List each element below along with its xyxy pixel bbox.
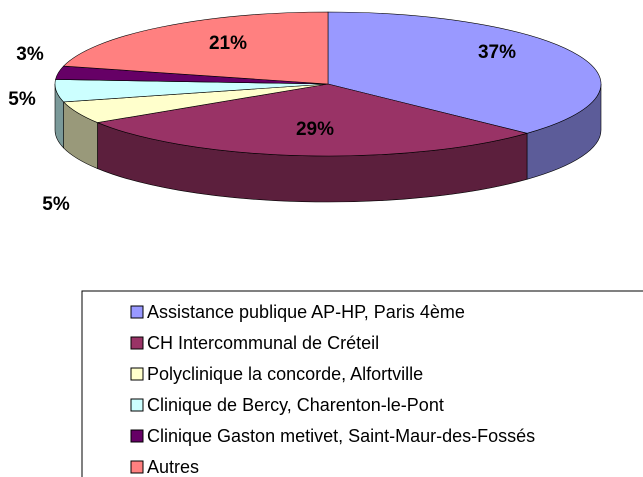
legend-swatch: [130, 460, 144, 474]
legend-label: CH Intercommunal de Créteil: [147, 333, 379, 353]
slice: [96, 83, 529, 157]
legend-label: Autres: [147, 457, 199, 477]
legend-label: Polyclinique la concorde, Alfortville: [147, 364, 423, 384]
value-label: 37%: [478, 42, 516, 63]
slice: [327, 11, 602, 134]
value-label: 21%: [209, 33, 247, 54]
legend-swatch: [130, 305, 144, 319]
value-label: 29%: [296, 119, 334, 140]
value-label: 5%: [8, 89, 36, 110]
legend-swatch: [130, 336, 144, 350]
legend-label: Clinique de Bercy, Charenton-le-Pont: [147, 395, 444, 415]
legend-box: [81, 290, 643, 477]
legend-swatch: [130, 429, 144, 443]
legend-label: Assistance publique AP-HP, Paris 4ème: [147, 302, 465, 322]
slice: [62, 11, 329, 85]
value-label: 5%: [42, 194, 70, 215]
legend-label: Clinique Gaston metivet, Saint-Maur-des-…: [147, 426, 535, 446]
value-label: 3%: [16, 44, 44, 65]
legend-swatch: [130, 398, 144, 412]
legend-swatch: [130, 367, 144, 381]
